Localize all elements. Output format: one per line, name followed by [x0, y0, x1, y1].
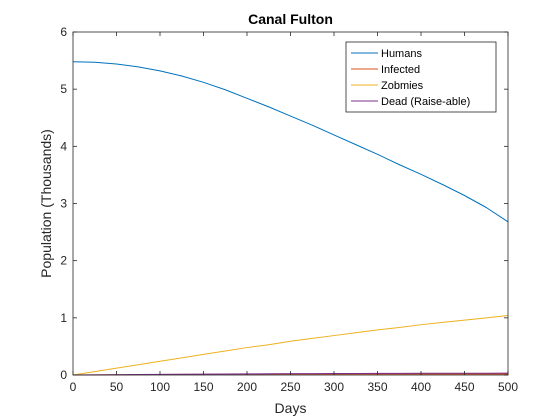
x-tick-label: 450 — [454, 380, 474, 394]
y-axis-label: Population (Thousands) — [38, 129, 54, 278]
x-tick-label: 50 — [110, 380, 124, 394]
series-line-zobmies — [72, 315, 509, 376]
x-tick-label: 0 — [70, 380, 77, 394]
series-line-humans — [72, 61, 509, 223]
legend-label: Zobmies — [381, 80, 424, 92]
legend-box — [345, 41, 497, 113]
legend: Humans Infected Zobmies Dead (Raise-able) — [345, 41, 497, 113]
legend-label: Humans — [381, 48, 422, 60]
ticks-layer: 0 50 100 150 200 250 300 350 400 450 500 0 1 2 3 4 5 6 — [60, 25, 518, 394]
y-tick-label: 0 — [60, 368, 67, 382]
x-tick-label: 200 — [237, 380, 257, 394]
y-tick-label: 1 — [60, 311, 67, 325]
x-axis-label: Days — [275, 400, 307, 416]
legend-label: Dead (Raise-able) — [381, 96, 470, 108]
y-tick-label: 2 — [60, 254, 67, 268]
x-tick-label: 350 — [367, 380, 387, 394]
y-tick-label: 4 — [60, 139, 67, 153]
x-tick-label: 250 — [280, 380, 300, 394]
y-tick-label: 3 — [60, 197, 67, 211]
x-tick-label: 300 — [324, 380, 344, 394]
y-tick-label: 5 — [60, 82, 67, 96]
x-tick-label: 400 — [411, 380, 431, 394]
y-tick-label: 6 — [60, 25, 67, 39]
legend-label: Infected — [381, 64, 420, 76]
x-tick-label: 500 — [498, 380, 518, 394]
x-tick-label: 150 — [193, 380, 213, 394]
chart-title: Canal Fulton — [248, 11, 333, 27]
x-tick-label: 100 — [150, 380, 170, 394]
